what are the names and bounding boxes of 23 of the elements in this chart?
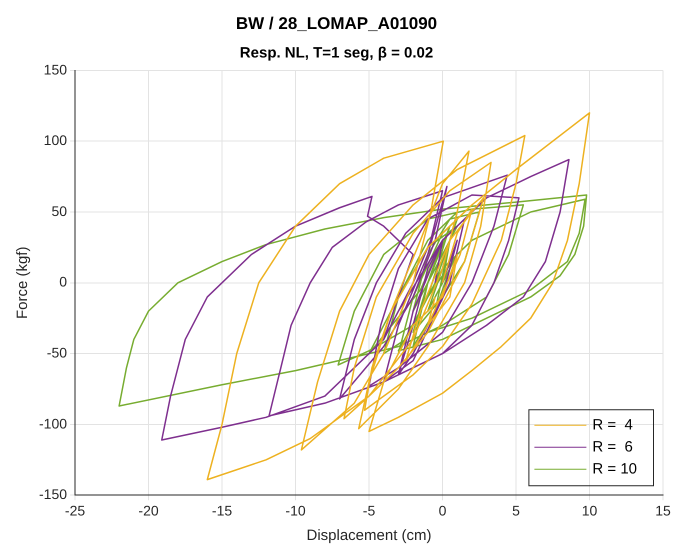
x-tick-label: 5 — [512, 502, 520, 518]
y-tick-label: 0 — [59, 274, 68, 290]
chart-subtitle: Resp. NL, T=1 seg, β = 0.02 — [240, 44, 434, 62]
legend-label: R = 4 — [592, 416, 633, 434]
y-tick-label: -100 — [38, 415, 68, 432]
y-tick-label: -150 — [38, 486, 68, 502]
x-tick-label: -25 — [64, 502, 86, 518]
y-tick-label: -50 — [46, 344, 68, 360]
x-axis-title: Displacement (cm) — [306, 527, 432, 544]
x-tick-label: 0 — [438, 502, 447, 518]
x-tick-label: -15 — [212, 502, 232, 518]
x-tick-label: 10 — [582, 502, 598, 518]
legend-label: R = 10 — [592, 460, 638, 478]
x-tick-label: -20 — [138, 502, 159, 518]
y-tick-label: 50 — [51, 202, 68, 219]
chart-title: BW / 28_LOMAP_A01090 — [236, 14, 438, 33]
y-axis-title: Force (kgf) — [14, 246, 32, 320]
legend-label: R = 6 — [592, 438, 633, 456]
x-tick-label: -5 — [362, 502, 376, 518]
y-tick-label: 150 — [44, 61, 68, 78]
x-tick-label: 15 — [655, 502, 671, 518]
y-tick-label: 100 — [44, 132, 68, 148]
x-tick-label: -10 — [285, 502, 306, 518]
